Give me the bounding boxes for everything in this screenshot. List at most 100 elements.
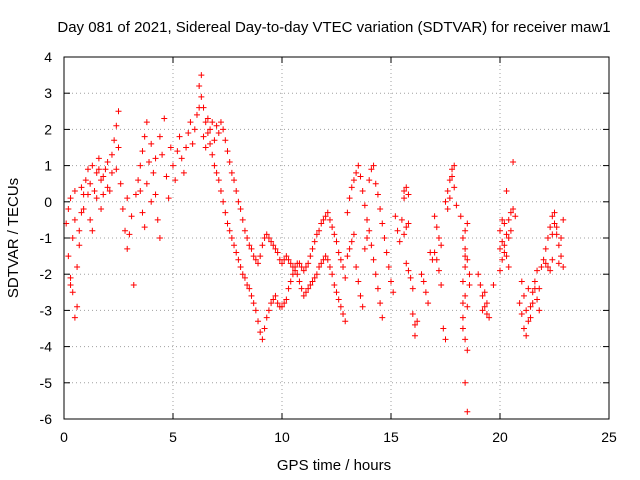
data-point — [466, 271, 473, 278]
data-point — [67, 282, 74, 289]
x-axis-ticks: 0 5 10 15 20 25 — [60, 57, 617, 445]
data-point — [279, 260, 285, 267]
data-point — [553, 224, 560, 231]
data-point — [499, 256, 506, 263]
data-point — [507, 209, 514, 216]
data-point — [405, 267, 412, 274]
data-point — [464, 408, 471, 415]
data-point — [67, 195, 74, 202]
data-point — [187, 119, 194, 126]
data-point — [198, 72, 205, 79]
data-point — [200, 133, 207, 140]
data-point — [353, 169, 360, 176]
data-point — [274, 249, 281, 256]
data-point — [379, 220, 386, 227]
data-point — [211, 162, 218, 169]
data-point — [281, 300, 288, 307]
data-point — [527, 314, 534, 321]
data-point — [250, 300, 257, 307]
data-point — [462, 263, 469, 270]
data-point — [213, 122, 220, 129]
data-point — [374, 191, 381, 198]
data-point — [370, 162, 377, 169]
data-point — [479, 307, 486, 314]
data-point — [451, 184, 458, 191]
data-point — [534, 267, 541, 274]
data-point — [560, 216, 567, 223]
data-point — [244, 235, 251, 241]
data-points — [63, 72, 567, 415]
data-point — [499, 238, 506, 245]
data-point — [300, 267, 307, 274]
data-point — [411, 321, 418, 328]
data-point — [329, 271, 336, 278]
data-point — [324, 209, 331, 216]
data-point — [353, 263, 360, 270]
data-point — [259, 242, 266, 249]
data-point — [479, 292, 486, 299]
data-point — [150, 169, 157, 176]
data-point — [268, 238, 275, 245]
x-tick-label: 20 — [492, 429, 508, 445]
data-point — [364, 235, 371, 241]
data-point — [198, 93, 205, 100]
data-point — [442, 198, 449, 205]
data-point — [505, 216, 512, 223]
data-point — [259, 336, 266, 343]
data-point — [119, 206, 126, 213]
data-point — [444, 187, 451, 194]
data-point — [462, 336, 469, 343]
data-point — [551, 220, 558, 227]
data-point — [128, 213, 135, 220]
data-point — [446, 177, 453, 184]
data-point — [239, 271, 246, 278]
data-point — [335, 296, 342, 303]
data-point — [285, 256, 292, 263]
data-point — [239, 216, 246, 223]
data-point — [361, 245, 368, 252]
data-point — [137, 187, 144, 194]
data-point — [98, 177, 105, 184]
data-point — [401, 187, 408, 194]
data-point — [305, 260, 312, 267]
data-point — [69, 289, 76, 296]
data-point — [350, 231, 357, 238]
data-point — [217, 187, 224, 194]
data-point — [529, 289, 536, 296]
data-point — [536, 285, 543, 292]
data-point — [89, 162, 96, 169]
data-point — [403, 260, 410, 267]
data-point — [322, 253, 329, 260]
data-point — [115, 108, 122, 115]
data-point — [154, 216, 161, 223]
data-point — [542, 245, 549, 252]
data-point — [355, 162, 362, 169]
data-point — [392, 213, 399, 220]
data-point — [76, 242, 83, 249]
data-point — [294, 271, 301, 278]
data-point — [231, 242, 238, 249]
data-point — [84, 191, 91, 198]
data-point — [143, 119, 150, 126]
data-point — [100, 173, 107, 180]
data-point — [318, 260, 325, 267]
data-point — [355, 278, 362, 285]
data-point — [204, 115, 211, 122]
data-point — [87, 216, 94, 223]
data-point — [383, 249, 390, 256]
data-point — [361, 202, 368, 209]
data-point — [268, 300, 275, 307]
data-point — [265, 235, 272, 241]
data-point — [202, 119, 209, 126]
y-tick-label: 2 — [44, 121, 52, 137]
data-point — [250, 253, 257, 260]
data-point — [296, 278, 303, 285]
data-point — [224, 148, 231, 155]
data-point — [84, 166, 91, 173]
data-point — [263, 314, 270, 321]
data-point — [246, 285, 253, 292]
data-point — [501, 220, 508, 227]
data-point — [464, 347, 471, 354]
data-point — [459, 235, 466, 241]
